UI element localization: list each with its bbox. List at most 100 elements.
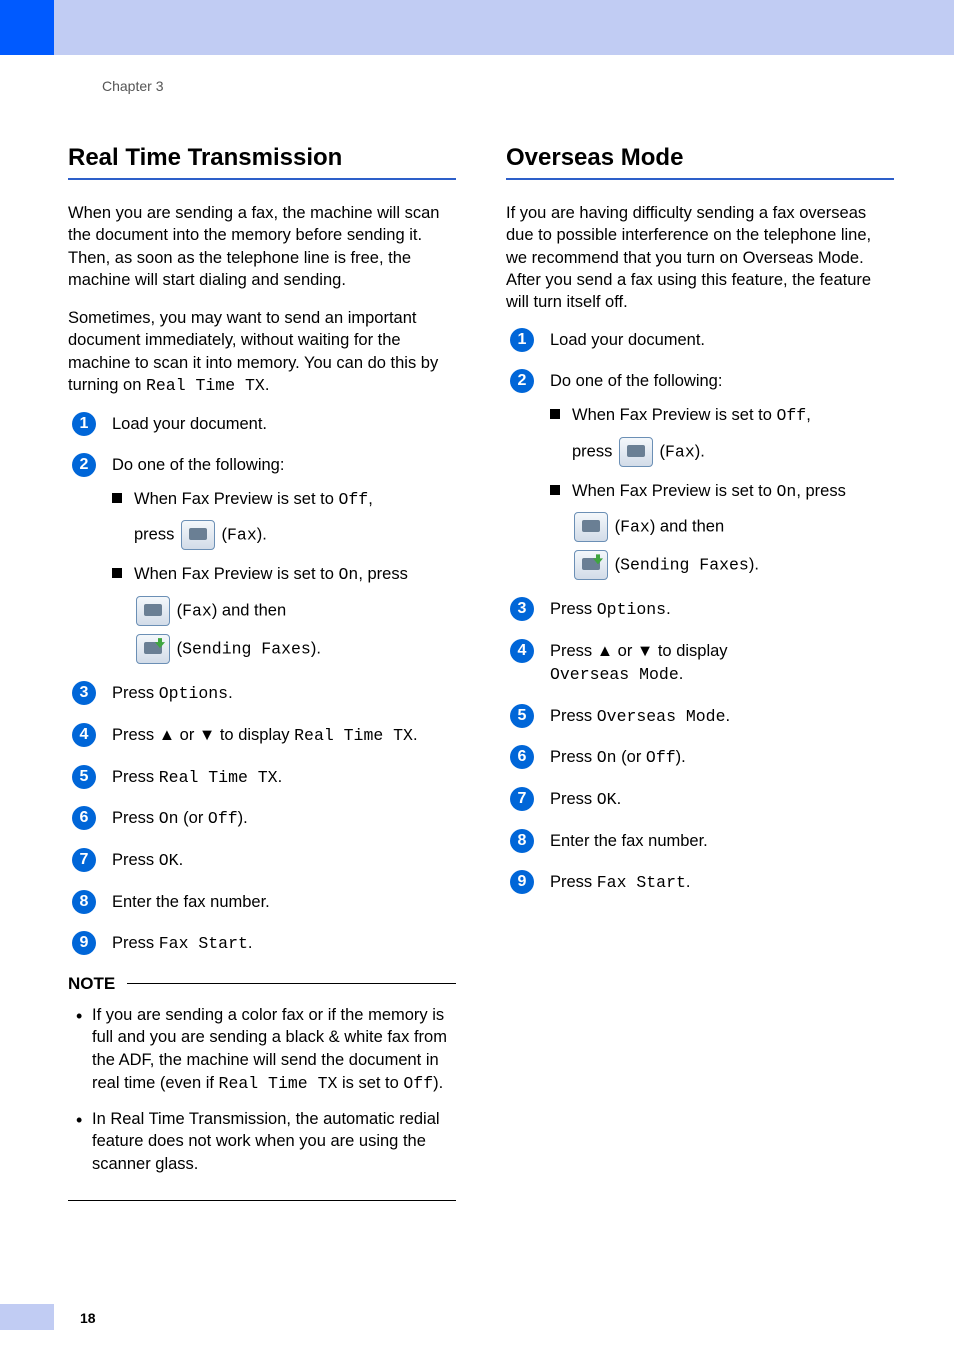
text: (or [179,809,208,827]
step-badge: 6 [72,806,96,830]
note-label: NOTE [68,974,115,994]
text: , [806,406,811,424]
step-badge: 7 [510,787,534,811]
text: , press [358,565,408,583]
step-3: 3Press Options. [506,598,894,622]
section-title-rtt: Real Time Transmission [68,144,456,180]
step-text: Enter the fax number. [550,832,708,850]
step-7: 7Press OK. [506,788,894,812]
note-item: In Real Time Transmission, the automatic… [68,1108,456,1176]
step-text: Load your document. [550,331,705,349]
step-text: Enter the fax number. [112,893,270,911]
fax-icon [136,596,170,626]
step-2: 2 Do one of the following: When Fax Prev… [506,370,894,580]
mono-text: Overseas Mode [597,707,726,726]
mono-text: Real Time TX [159,768,278,787]
step-badge: 9 [510,870,534,894]
step-7: 7Press OK. [68,849,456,873]
step-badge: 1 [72,412,96,436]
mono-text: Fax [620,518,650,537]
step-text: Do one of the following: [112,456,284,474]
mono-text: Off [777,406,807,425]
text: ). [433,1074,443,1092]
step-badge: 3 [510,597,534,621]
text: and then [217,602,286,620]
mono-text: Fax Start [597,873,686,892]
icon-line: (Sending Faxes). [134,634,456,664]
step-badge: 6 [510,745,534,769]
mono-text: Off [403,1074,433,1093]
text: . [265,376,270,394]
note-list: If you are sending a color fax or if the… [68,1004,456,1201]
page: Chapter 3 Real Time Transmission When yo… [0,0,954,1350]
step-badge: 8 [72,890,96,914]
fax-icon [181,520,215,550]
mono-text: On [597,748,617,767]
step-2-sublist: When Fax Preview is set to Off, press (F… [550,403,894,581]
step-badge: 8 [510,829,534,853]
text: (or [617,748,646,766]
step-badge: 3 [72,681,96,705]
sending-faxes-icon [136,634,170,664]
header-tab [0,0,54,55]
step-8: 8 Enter the fax number. [68,891,456,914]
mono-text: Fax [665,442,695,461]
text: Press [550,748,597,766]
text: ). [676,748,686,766]
side-tab [0,1304,54,1330]
icon-line: (Fax) and then [572,512,894,542]
mono-text: On [777,482,797,501]
content-area: Chapter 3 Real Time Transmission When yo… [68,78,894,1201]
mono-text: Real Time TX [219,1074,338,1093]
mono-text: Real Time TX [146,376,265,395]
step-9: 9Press Fax Start. [68,932,456,956]
mono-text: Sending Faxes [182,640,311,659]
sending-faxes-icon [574,550,608,580]
columns: Real Time Transmission When you are send… [68,144,894,1201]
text: When Fax Preview is set to [134,565,339,583]
step-badge: 9 [72,931,96,955]
sub-item: When Fax Preview is set to On, press (Fa… [550,479,894,581]
step-badge: 2 [510,369,534,393]
text: When Fax Preview is set to [572,482,777,500]
step-2-sublist: When Fax Preview is set to Off, press (F… [112,487,456,665]
text: Press [550,600,597,618]
chapter-label: Chapter 3 [102,78,894,94]
fax-icon [619,437,653,467]
note-item: If you are sending a color fax or if the… [68,1004,456,1096]
text: Press [112,934,159,952]
mono-text: Fax [182,602,212,621]
mono-text: OK [159,851,179,870]
step-5: 5Press Overseas Mode. [506,705,894,729]
mono-text: OK [597,790,617,809]
text: is set to [337,1074,403,1092]
icon-line: (Sending Faxes). [572,550,894,580]
mono-text: On [159,809,179,828]
note-header: NOTE [68,974,456,994]
mono-text: Off [208,809,238,828]
step-badge: 7 [72,848,96,872]
step-6: 6Press On (or Off). [68,807,456,831]
text: Press [112,809,159,827]
icon-line: press (Fax). [572,437,894,467]
step-badge: 4 [72,723,96,747]
text: press [572,442,617,460]
note-rule [127,983,456,984]
header-band [54,0,954,55]
sub-item: When Fax Preview is set to Off, press (F… [112,487,456,551]
mono-text: Options [159,684,228,703]
text: When Fax Preview is set to [572,406,777,424]
text: Press ▲ or ▼ to display [550,642,728,660]
mono-text: Real Time TX [294,726,413,745]
step-9: 9Press Fax Start. [506,871,894,895]
text: , [368,490,373,508]
text: Press [112,684,159,702]
icon-line: press (Fax). [134,520,456,550]
step-text: Do one of the following: [550,372,722,390]
mono-text: Off [339,490,369,509]
text: Press [550,873,597,891]
step-badge: 4 [510,639,534,663]
overseas-steps: 1Load your document. 2 Do one of the fol… [506,329,894,894]
step-5: 5Press Real Time TX. [68,766,456,790]
step-text: Load your document. [112,415,267,433]
